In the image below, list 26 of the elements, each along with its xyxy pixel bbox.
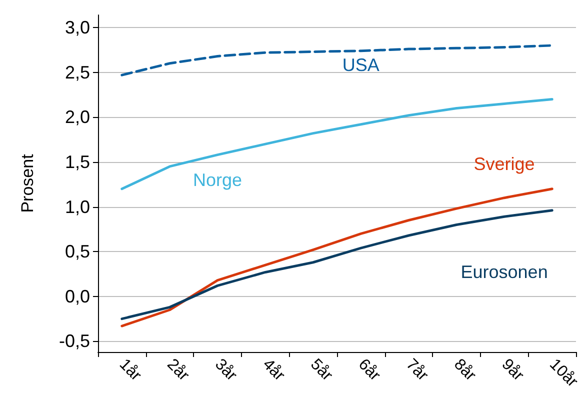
text: Eurosonen	[460, 262, 548, 282]
x-tick-label: 10år	[546, 356, 582, 392]
y-tick-label: 1,0	[64, 196, 90, 217]
y-tick-label: 2,5	[64, 62, 90, 82]
x-tick-label: 1år	[116, 356, 145, 385]
x-tick-label: 8år	[450, 356, 480, 385]
y-tick-label: 0,0	[64, 286, 90, 306]
x-tick-label: 7år	[402, 356, 432, 385]
x-tick-label: 6år	[354, 356, 384, 385]
x-tick-label: 2år	[164, 356, 193, 385]
x-tick-label: 3år	[211, 356, 240, 385]
series-label: USA	[342, 55, 380, 76]
line-series	[120, 209, 554, 320]
series-label: Sverige	[474, 154, 535, 174]
y-tick-label: 0,5	[64, 242, 90, 262]
series-label: Norge	[192, 170, 242, 190]
y-tick-label: -0,5	[58, 331, 90, 352]
x-tick-label: 4år	[259, 356, 288, 385]
y-tick-label: 3,0	[64, 18, 90, 38]
y-axis-title: Prosent	[18, 154, 37, 213]
y-tick-label: 1,5	[64, 152, 90, 172]
line-series	[120, 98, 554, 190]
line-series	[120, 44, 554, 76]
x-tick-label: 5år	[307, 356, 336, 385]
x-tick-label: 9år	[498, 356, 528, 385]
y-tick-label: 2,0	[64, 107, 90, 128]
